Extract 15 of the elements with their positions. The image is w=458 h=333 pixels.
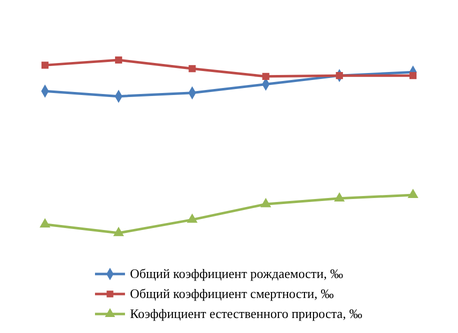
point <box>40 218 50 228</box>
legend-label: Коэффициент естественного прироста, ‰ <box>130 306 362 321</box>
point <box>113 226 124 236</box>
point <box>408 188 418 198</box>
point <box>41 62 49 69</box>
point <box>409 72 417 80</box>
legend-label: Общий коэффициент смертности, ‰ <box>130 286 334 301</box>
point <box>262 72 270 80</box>
point <box>115 56 122 64</box>
point <box>186 213 198 223</box>
point <box>336 72 343 80</box>
point <box>188 65 196 72</box>
legend-label: Общий коэффициент рождаемости, ‰ <box>130 266 344 281</box>
point <box>334 192 345 202</box>
point <box>260 198 272 208</box>
